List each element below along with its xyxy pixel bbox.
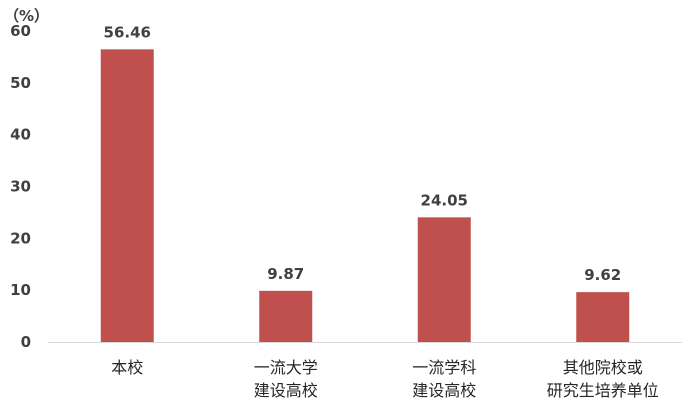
bars: [100, 49, 630, 342]
bar-value-label: 9.62: [584, 266, 621, 284]
y-tick-label: 0: [21, 333, 31, 351]
bar: [100, 49, 154, 342]
category-label: 建设高校: [254, 381, 318, 400]
bar-value-label: 9.87: [267, 265, 304, 283]
y-tick-label: 30: [10, 178, 31, 196]
category-label: 研究生培养单位: [547, 381, 659, 400]
y-tick-label: 40: [10, 126, 31, 144]
category-label: 本校: [111, 358, 143, 377]
bar-value-label: 56.46: [104, 23, 151, 41]
bar: [259, 290, 313, 342]
y-axis-ticks: 0 10 20 30 40 50 60: [10, 22, 31, 351]
y-tick-label: 50: [10, 74, 31, 92]
category-label: 其他院校或: [563, 358, 643, 377]
y-tick-label: 20: [10, 229, 31, 247]
category-label: 建设高校: [412, 381, 476, 400]
bar: [576, 292, 630, 342]
category-label: 一流大学: [254, 358, 318, 377]
y-tick-label: 60: [10, 22, 31, 40]
category-label: 一流学科: [412, 358, 476, 377]
data-labels: 56.46 9.87 24.05 9.62: [104, 23, 622, 284]
bar-value-label: 24.05: [421, 191, 468, 209]
y-axis-unit-label: （%）: [4, 7, 49, 25]
bar: [417, 217, 471, 342]
y-tick-label: 10: [10, 281, 31, 299]
